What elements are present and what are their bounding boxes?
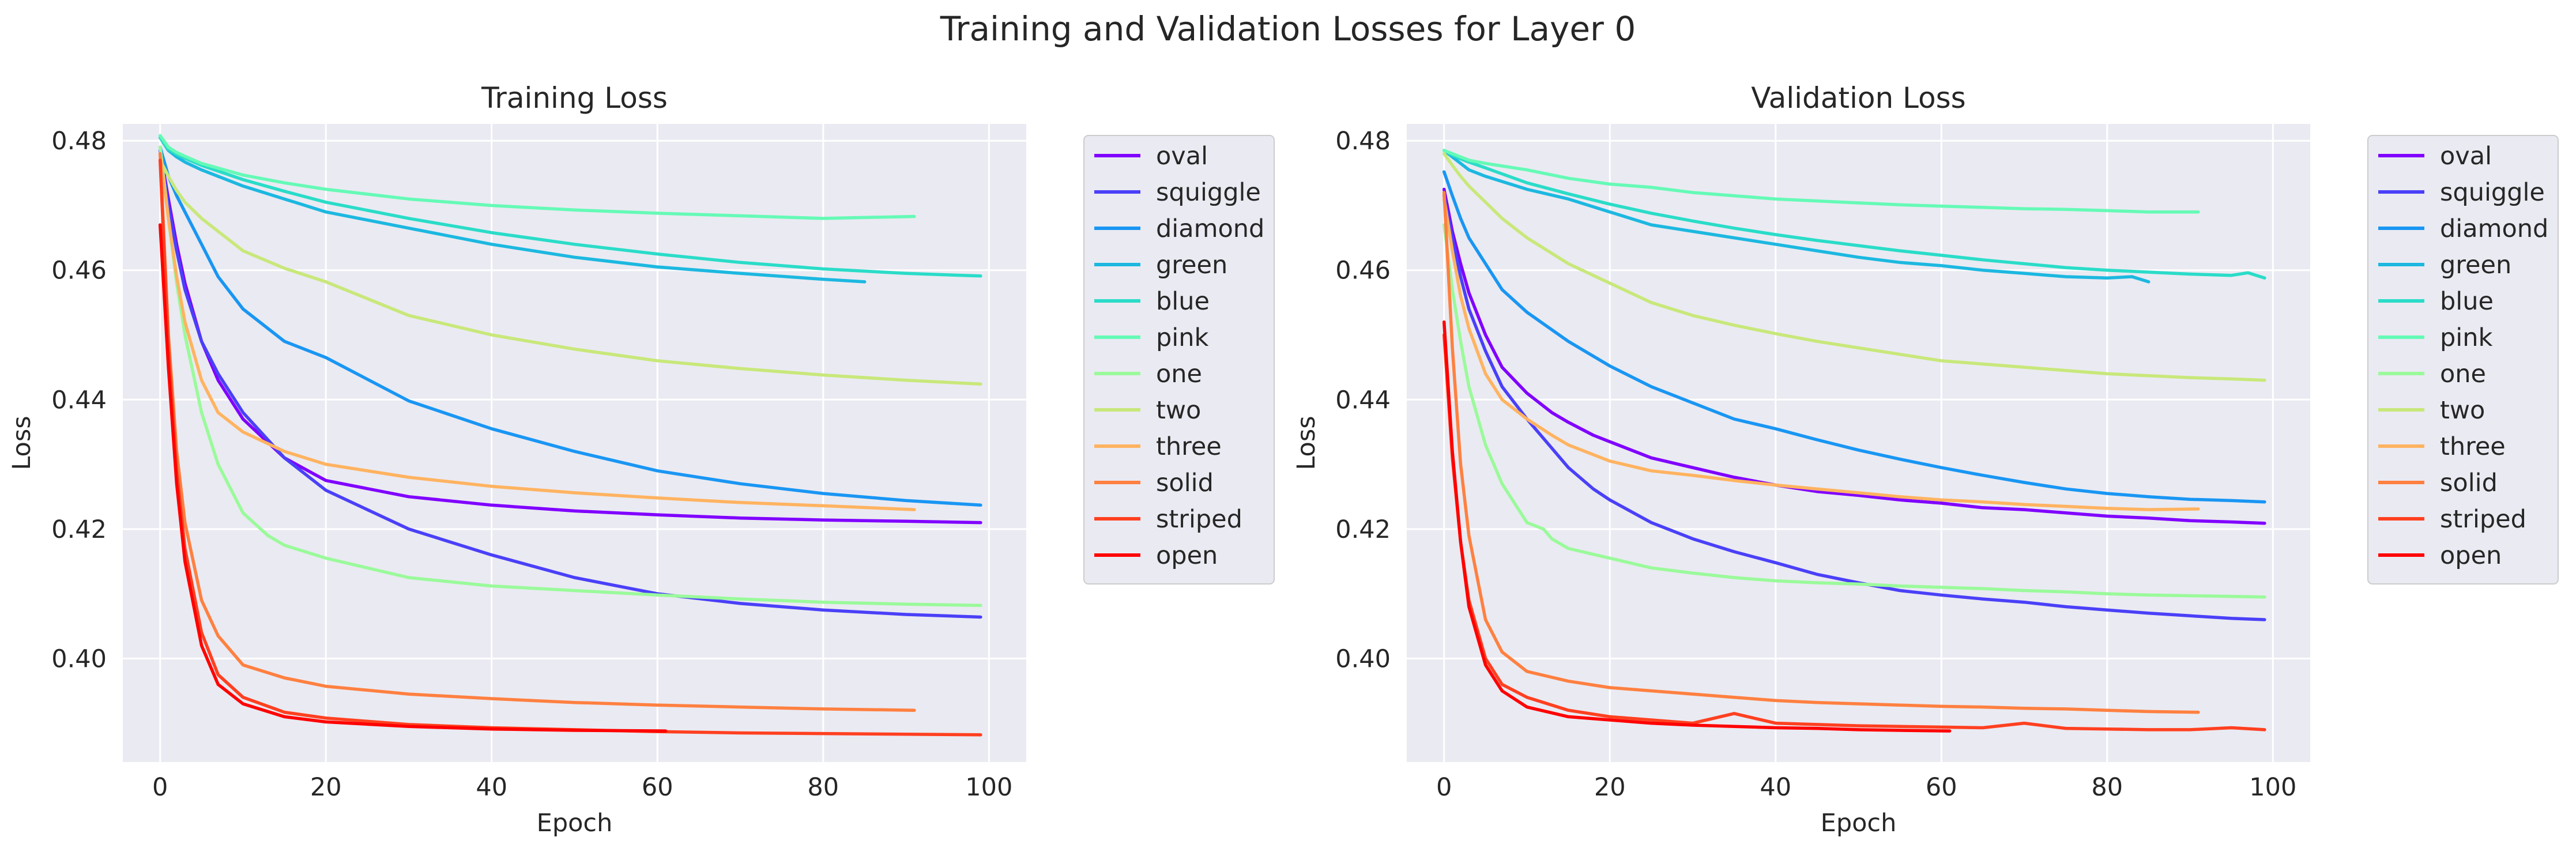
series-line-green — [158, 135, 867, 284]
legend-box — [1083, 135, 1275, 585]
legend-label: two — [2440, 396, 2485, 425]
series-lines — [158, 134, 982, 737]
series-line-open — [1442, 320, 1952, 733]
x-tick-label: 80 — [807, 773, 839, 802]
legend: oval squiggle diamond green blue pink one two th… — [2367, 135, 2559, 585]
legend-label: solid — [1156, 469, 1214, 497]
y-axis-label: Loss — [7, 416, 36, 470]
legend-label: two — [1156, 396, 1201, 425]
series-line-diamond — [158, 145, 982, 507]
legend-label: blue — [2440, 287, 2494, 316]
series-line-blue — [1442, 149, 2266, 280]
y-tick-label: 0.46 — [1335, 257, 1391, 285]
series-line-two — [158, 159, 982, 386]
series-line-pink — [158, 134, 916, 220]
series-line-diamond — [1442, 170, 2266, 504]
series-line-solid — [1442, 191, 2200, 714]
plot-area — [123, 124, 1026, 762]
y-tick-label: 0.40 — [51, 644, 107, 673]
axes-title: Validation Loss — [1751, 81, 1965, 115]
series-line-green — [1442, 149, 2151, 284]
legend-label: pink — [2440, 323, 2492, 352]
legend-label: striped — [2440, 505, 2526, 534]
series-lines — [1442, 149, 2266, 733]
x-tick-label: 60 — [642, 773, 673, 802]
legend-label: green — [2440, 251, 2511, 280]
figure-suptitle: Training and Validation Losses for Layer… — [940, 9, 1636, 48]
series-line-solid — [158, 152, 916, 712]
series-line-three — [158, 152, 916, 511]
series-line-pink — [1442, 149, 2200, 214]
y-tick-label: 0.40 — [1335, 644, 1391, 673]
legend-label: striped — [1156, 505, 1242, 534]
series-line-open — [158, 223, 668, 733]
plot-area — [1407, 124, 2310, 762]
legend-label: one — [2440, 360, 2486, 389]
y-tick-label: 0.42 — [51, 515, 107, 544]
legend: oval squiggle diamond green blue pink one two th… — [1083, 135, 1275, 585]
y-tick-label: 0.44 — [1335, 386, 1391, 414]
x-tick-label: 0 — [1436, 773, 1452, 802]
series-line-three — [1442, 197, 2200, 511]
axes-title: Training Loss — [481, 81, 668, 115]
training-loss-panel: 0 20 40 60 80 100 0.40 0.42 0.44 0.46 0.48 Training… — [7, 81, 1275, 838]
legend-label: squiggle — [2440, 178, 2545, 207]
x-axis-label: Epoch — [1821, 809, 1897, 838]
y-tick-label: 0.46 — [51, 257, 107, 285]
series-line-striped — [1442, 333, 2266, 731]
legend-box — [2367, 135, 2559, 585]
x-tick-label: 100 — [965, 773, 1012, 802]
legend-label: oval — [2440, 142, 2492, 171]
series-line-oval — [1442, 187, 2266, 525]
x-tick-label: 40 — [1760, 773, 1791, 802]
legend-label: open — [1156, 541, 1218, 570]
y-tick-label: 0.44 — [51, 386, 107, 414]
y-axis-label: Loss — [1292, 416, 1321, 470]
x-tick-label: 0 — [152, 773, 168, 802]
x-tick-label: 80 — [2091, 773, 2123, 802]
series-line-two — [1442, 152, 2266, 382]
legend-label: squiggle — [1156, 178, 1261, 207]
y-tick-label: 0.48 — [1335, 127, 1391, 156]
series-line-blue — [158, 135, 982, 278]
x-axis-label: Epoch — [537, 809, 613, 838]
series-line-squiggle — [1442, 194, 2266, 621]
legend-label: oval — [1156, 142, 1208, 171]
legend-label: three — [2440, 432, 2506, 461]
legend-label: diamond — [2440, 214, 2548, 243]
x-tick-label: 60 — [1926, 773, 1957, 802]
legend-label: diamond — [1156, 214, 1264, 243]
y-tick-label: 0.42 — [1335, 515, 1391, 544]
x-tick-label: 100 — [2249, 773, 2296, 802]
legend-label: three — [1156, 432, 1222, 461]
legend-label: one — [1156, 360, 1202, 389]
x-tick-label: 20 — [310, 773, 342, 802]
legend-label: pink — [1156, 323, 1208, 352]
validation-loss-panel: 0 20 40 60 80 100 0.40 0.42 0.44 0.46 0.48 Validati… — [1292, 81, 2559, 838]
x-tick-label: 40 — [476, 773, 507, 802]
series-line-one — [1442, 223, 2266, 599]
y-tick-label: 0.48 — [51, 127, 107, 156]
legend-label: open — [2440, 541, 2502, 570]
legend-label: green — [1156, 251, 1227, 280]
x-tick-label: 20 — [1594, 773, 1626, 802]
legend-label: blue — [1156, 287, 1210, 316]
series-line-squiggle — [158, 149, 982, 619]
legend-label: solid — [2440, 469, 2498, 497]
series-line-one — [158, 145, 982, 608]
